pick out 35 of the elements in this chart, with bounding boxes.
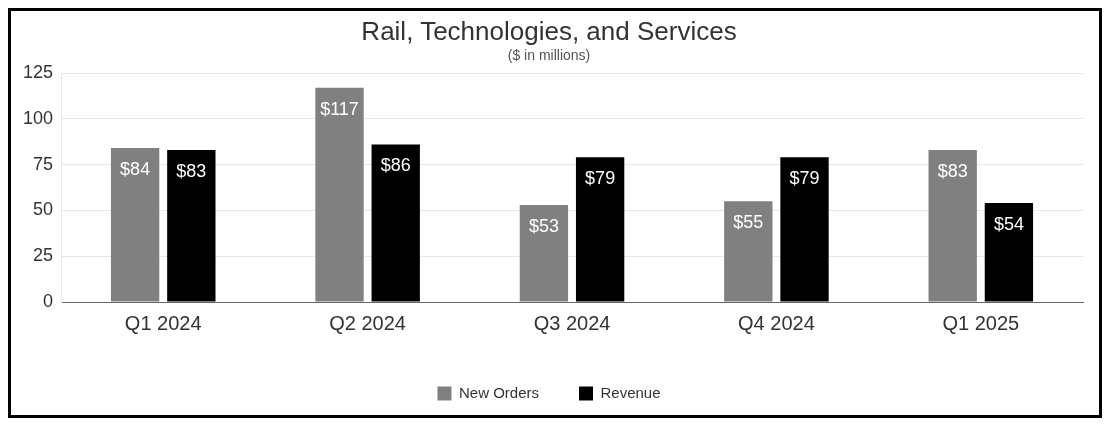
chart-title: Rail, Technologies, and Services [361, 15, 737, 46]
bar [519, 204, 569, 302]
bar [780, 157, 829, 302]
y-tick-label: 0 [43, 290, 54, 311]
legend-label: New Orders [458, 383, 539, 401]
data-label: $84 [120, 159, 151, 180]
data-label: $79 [585, 168, 616, 189]
legend-label: Revenue [600, 383, 661, 401]
bar [928, 149, 977, 302]
bar [371, 144, 420, 302]
chart-subtitle: ($ in millions) [507, 47, 591, 64]
x-tick-label: Q4 2024 [738, 311, 815, 334]
data-label: $83 [937, 160, 968, 181]
data-label: $54 [993, 214, 1024, 235]
data-label: $79 [789, 168, 820, 189]
bar [724, 201, 773, 302]
data-label: $86 [380, 155, 411, 176]
bar [575, 157, 625, 302]
bar [984, 203, 1034, 302]
bar [110, 148, 160, 302]
x-tick-label: Q1 2025 [942, 311, 1020, 334]
bar [315, 87, 364, 302]
y-tick-label: 125 [22, 61, 54, 82]
x-tick-label: Q1 2024 [124, 311, 202, 334]
x-tick-label: Q2 2024 [329, 311, 406, 334]
data-label: $117 [320, 98, 359, 119]
data-label: $53 [528, 215, 559, 236]
bar [167, 149, 216, 302]
y-tick-label: 50 [33, 199, 54, 220]
x-tick-label: Q3 2024 [533, 311, 611, 334]
y-tick-label: 25 [33, 245, 54, 266]
y-tick-label: 100 [22, 107, 54, 128]
y-tick-label: 75 [33, 153, 54, 174]
data-label: $83 [176, 160, 207, 181]
data-label: $55 [733, 212, 764, 233]
